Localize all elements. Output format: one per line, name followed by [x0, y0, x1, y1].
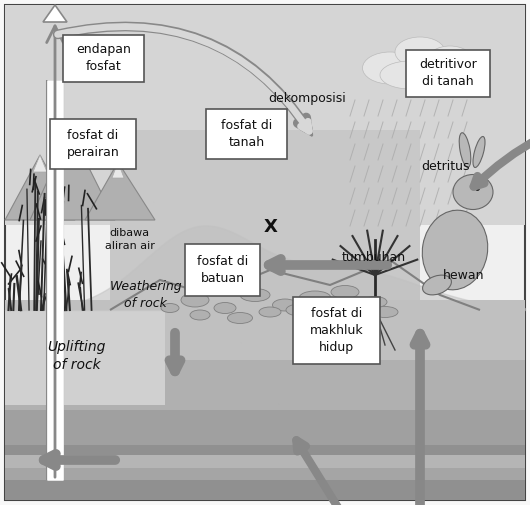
Ellipse shape [420, 60, 470, 86]
FancyArrowPatch shape [58, 26, 307, 129]
Bar [5, 310, 165, 405]
Ellipse shape [450, 56, 490, 80]
Text: Uplifting
of rock: Uplifting of rock [48, 340, 106, 372]
Bar [5, 5, 525, 225]
Polygon shape [62, 130, 78, 153]
Bar [5, 468, 525, 480]
Text: X: X [263, 218, 277, 236]
Ellipse shape [286, 304, 314, 316]
FancyBboxPatch shape [50, 119, 136, 169]
Ellipse shape [363, 296, 387, 308]
Ellipse shape [240, 288, 270, 301]
Ellipse shape [473, 136, 485, 168]
Ellipse shape [453, 175, 493, 210]
FancyBboxPatch shape [406, 50, 490, 96]
Ellipse shape [259, 307, 281, 317]
Bar [5, 455, 525, 470]
Ellipse shape [272, 299, 297, 311]
Text: fosfat di
perairan: fosfat di perairan [66, 129, 119, 159]
Ellipse shape [331, 285, 359, 298]
Text: dekomposisi: dekomposisi [269, 92, 346, 105]
Ellipse shape [428, 46, 473, 74]
Bar [110, 130, 420, 350]
Ellipse shape [459, 133, 471, 167]
Text: fosfat di
batuan: fosfat di batuan [197, 255, 248, 285]
Ellipse shape [227, 313, 252, 324]
Bar [5, 300, 525, 400]
Ellipse shape [372, 307, 398, 318]
Ellipse shape [422, 210, 488, 290]
Text: hewan: hewan [443, 269, 484, 282]
Bar [5, 445, 525, 500]
FancyBboxPatch shape [63, 35, 144, 81]
FancyBboxPatch shape [206, 109, 287, 159]
Ellipse shape [214, 302, 236, 314]
Text: Weathering
of rock: Weathering of rock [109, 280, 182, 311]
Text: tumbuhan: tumbuhan [342, 251, 405, 264]
Ellipse shape [380, 61, 440, 89]
FancyArrowPatch shape [58, 27, 309, 131]
Ellipse shape [363, 52, 418, 84]
Ellipse shape [422, 275, 452, 295]
FancyBboxPatch shape [294, 297, 379, 364]
Polygon shape [85, 162, 155, 220]
Polygon shape [33, 155, 47, 172]
Ellipse shape [299, 291, 331, 305]
Polygon shape [112, 162, 124, 178]
Polygon shape [30, 130, 115, 220]
Ellipse shape [161, 304, 179, 313]
FancyBboxPatch shape [185, 244, 260, 296]
Text: fosfat di
makhluk
hidup: fosfat di makhluk hidup [310, 307, 364, 355]
Text: fosfat di
tanah: fosfat di tanah [221, 119, 272, 149]
Text: detritus: detritus [421, 160, 470, 173]
Ellipse shape [190, 310, 210, 320]
Polygon shape [43, 5, 67, 22]
Ellipse shape [319, 303, 341, 313]
Bar [5, 360, 525, 440]
Text: endapan
fosfat: endapan fosfat [76, 43, 131, 73]
Text: detritivor
di tanah: detritivor di tanah [419, 58, 476, 88]
Ellipse shape [395, 37, 445, 67]
Ellipse shape [181, 293, 209, 307]
Ellipse shape [345, 300, 365, 310]
Text: dibawa
aliran air: dibawa aliran air [105, 228, 155, 251]
Bar [5, 410, 525, 460]
Polygon shape [5, 155, 75, 220]
